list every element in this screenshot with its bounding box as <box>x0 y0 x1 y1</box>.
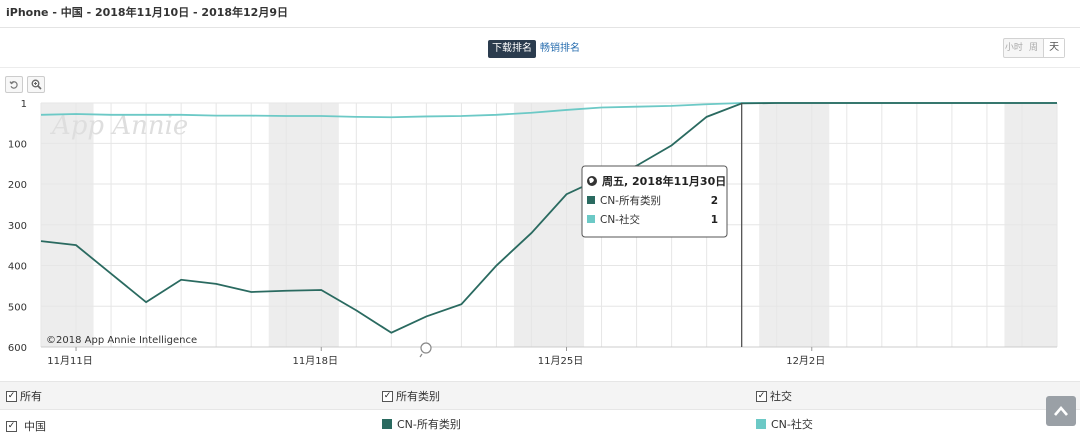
legend-swatch <box>382 419 392 429</box>
header: iPhone - 中国 - 2018年11月10日 - 2018年12月9日 <box>0 0 1080 28</box>
legend-row-filters: ✓ 所有 ✓ 所有类别 ✓ 社交 <box>0 381 1080 409</box>
y-tick-label: 1 <box>21 99 27 110</box>
tab-download-rank[interactable]: 下载排名 <box>488 40 536 58</box>
granularity-week[interactable]: 周 <box>1029 43 1039 53</box>
tooltip-series-value: 1 <box>711 214 718 226</box>
y-tick-label: 300 <box>8 221 27 232</box>
filter-all-categories[interactable]: ✓ 所有类别 <box>382 388 440 404</box>
chart-tooltip: 周五, 2018年11月30日 CN-所有类别 2 CN-社交 1 <box>581 165 728 238</box>
watermark: App Annie <box>50 111 188 141</box>
tooltip-series-value: 2 <box>711 195 718 207</box>
granularity-hour[interactable]: 小时 <box>1004 43 1023 53</box>
x-tick-label: 11月18日 <box>293 355 338 367</box>
legend-swatch <box>756 419 766 429</box>
y-tick-label: 100 <box>8 139 27 150</box>
checkbox-checked-icon[interactable]: ✓ <box>6 390 17 402</box>
filter-country[interactable]: ✓ 中国 <box>6 418 46 434</box>
chevron-up-icon <box>1054 406 1068 416</box>
x-axis: 11月11日 11月18日 11月25日 12月2日 <box>41 346 1057 367</box>
granularity-toggle: 小时 周 天 <box>1003 38 1065 58</box>
filter-all[interactable]: ✓ 所有 <box>6 388 42 404</box>
tooltip-swatch <box>587 196 595 204</box>
tooltip-series-name: CN-所有类别 <box>600 194 661 207</box>
checkbox-checked-icon[interactable]: ✓ <box>6 420 17 432</box>
y-tick-label: 500 <box>8 302 27 313</box>
series-line-all-categories <box>40 102 1057 334</box>
rank-tabs: 下载排名 畅销排名 <box>488 40 580 58</box>
legend-row-series: ✓ 中国 CN-所有类别 CN-社交 <box>0 409 1080 437</box>
chart-legend: ✓ 所有 ✓ 所有类别 ✓ 社交 ✓ 中国 CN-所有类别 CN-社交 <box>0 381 1080 439</box>
reset-icon <box>9 80 18 89</box>
tooltip-swatch <box>587 215 595 223</box>
x-tick-label: 12月2日 <box>786 355 825 367</box>
y-tick-label: 200 <box>8 180 27 191</box>
reset-zoom-button[interactable] <box>5 76 23 93</box>
filter-social-label: 社交 <box>770 390 792 403</box>
zoom-button[interactable] <box>27 76 45 93</box>
legend-series-label: CN-所有类别 <box>397 418 461 431</box>
legend-series-social[interactable]: CN-社交 <box>756 416 813 432</box>
y-axis: 1 100 200 300 400 500 600 <box>8 99 27 354</box>
x-tick-label: 11月11日 <box>47 355 92 367</box>
y-tick-label: 400 <box>8 262 27 273</box>
legend-series-label: CN-社交 <box>771 418 813 431</box>
tooltip-date: 周五, 2018年11月30日 <box>602 174 726 188</box>
checkbox-checked-icon[interactable]: ✓ <box>382 390 393 402</box>
filter-social[interactable]: ✓ 社交 <box>756 388 792 404</box>
chart-credit: ©2018 App Annie Intelligence <box>46 335 197 346</box>
tab-revenue-rank[interactable]: 畅销排名 <box>540 43 580 54</box>
filter-country-label: 中国 <box>24 420 46 433</box>
y-tick-label: 600 <box>8 343 27 354</box>
tooltip-series-name: CN-社交 <box>600 213 640 226</box>
series-lines <box>40 102 1058 334</box>
scroll-to-top-button[interactable] <box>1046 396 1076 426</box>
x-tick-label: 11月25日 <box>538 355 583 367</box>
filter-all-label: 所有 <box>20 390 42 403</box>
checkbox-checked-icon[interactable]: ✓ <box>756 390 767 402</box>
granularity-day[interactable]: 天 <box>1043 39 1065 57</box>
filter-all-categories-label: 所有类别 <box>396 390 440 403</box>
divider <box>0 67 1080 68</box>
legend-series-all-categories[interactable]: CN-所有类别 <box>382 416 461 432</box>
navigator-handle-icon[interactable] <box>419 342 432 358</box>
page-title: iPhone - 中国 - 2018年11月10日 - 2018年12月9日 <box>6 6 288 19</box>
globe-icon <box>587 176 597 186</box>
zoom-icon <box>31 79 42 90</box>
